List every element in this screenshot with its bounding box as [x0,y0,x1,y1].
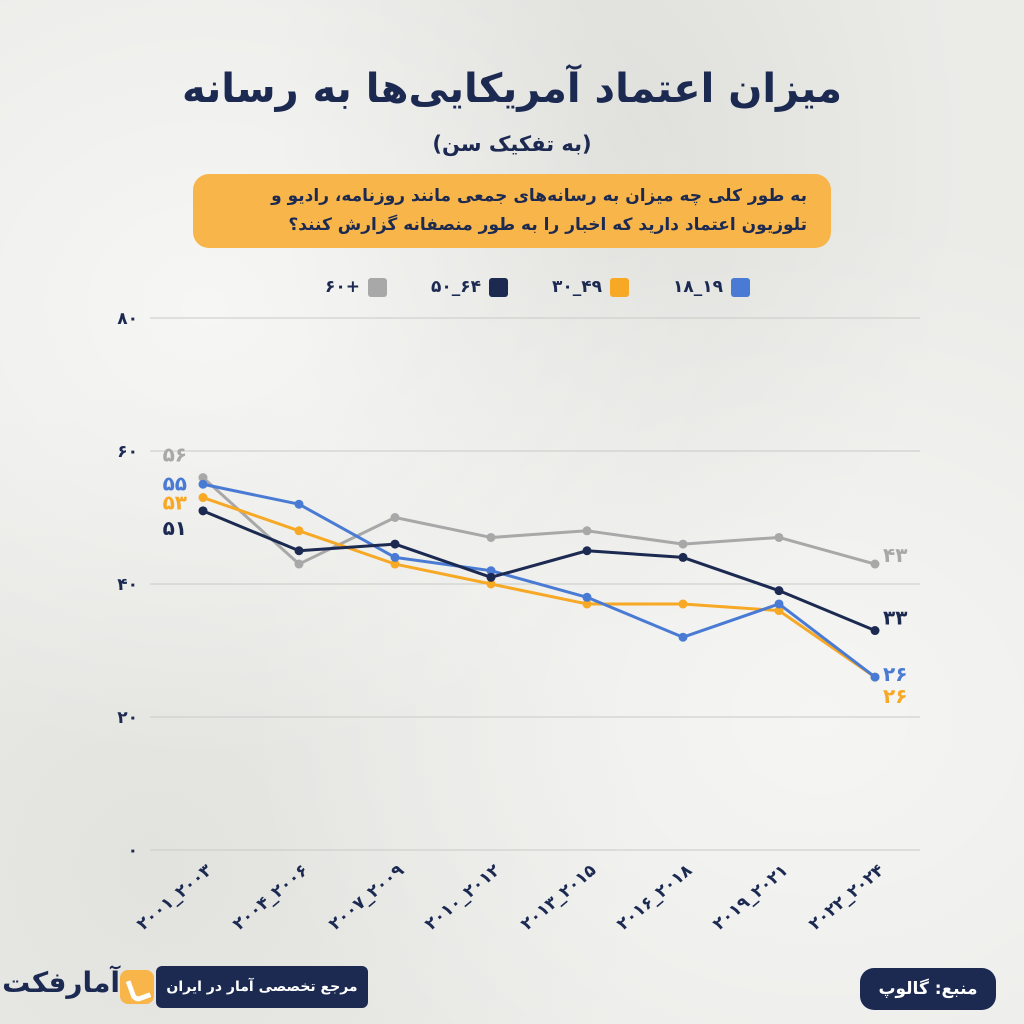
y-tick-label: ۸۰ [117,309,138,329]
legend-item-18-19: ۱۸_۱۹ [673,277,750,297]
y-tick-label: ۶۰ [117,442,138,462]
legend-swatch-60-plus [367,277,387,297]
x-tick-label: ۲۰۱۳_۲۰۱۵ [517,861,600,935]
legend-item-60-plus: ۶۰+ [325,277,387,297]
y-tick-label: ۲۰ [117,708,138,728]
x-tick-label: ۲۰۰۱_۲۰۰۳ [133,860,216,935]
legend-swatch-30-49 [609,277,629,297]
series-line [201,476,877,566]
data-point [390,552,400,562]
data-label: ۲۶ [883,684,907,708]
data-point [198,506,208,516]
x-tick-label: ۲۰۱۶_۲۰۱۸ [613,860,696,935]
data-point [582,599,592,609]
data-point [390,513,400,522]
amarfact-logo-icon [120,970,154,1004]
survey-question: به طور کلی چه میزان به رسانه‌های جمعی ما… [193,174,831,248]
legend-item-30-49: ۳۰_۴۹ [552,277,629,297]
chart-legend: ۱۸_۱۹ ۳۰_۴۹ ۵۰_۶۴ ۶۰+ [280,274,750,300]
data-point [678,599,688,609]
data-point [294,559,304,569]
x-tick-label: ۲۰۰۴_۲۰۰۶ [229,861,312,935]
page-subtitle: (به تفکیک سن) [432,132,592,156]
data-point [486,579,496,589]
data-point [294,546,304,556]
x-tick-label: ۲۰۱۰_۲۰۱۲ [421,860,504,935]
data-label: ۲۶ [883,662,907,686]
x-tick-label: ۲۰۱۹_۲۰۲۱ [709,861,792,935]
legend-swatch-50-64 [488,277,508,297]
data-label: ۵۶ [163,443,187,467]
x-tick-label: ۲۰۲۲_۲۰۲۴ [805,861,888,935]
legend-swatch-18-19 [731,277,750,297]
data-point [486,566,496,576]
data-point [582,592,592,602]
data-point [582,526,592,536]
data-point [486,572,496,582]
data-point [870,626,880,636]
data-point [678,632,688,642]
data-point [774,606,784,616]
source-badge: منبع: گالوپ [860,968,996,1010]
data-label: ۴۳ [883,543,907,567]
data-point [774,586,784,596]
data-point [870,672,880,682]
data-point [390,559,400,569]
data-point [678,552,688,562]
legend-label-18-19: ۱۸_۱۹ [672,277,723,297]
data-label: ۵۵ [163,471,187,495]
data-point [870,559,880,569]
data-point [774,532,784,542]
logo-text: آمارفکت [2,966,120,999]
data-label: ۵۱ [163,516,187,540]
data-point [390,539,400,549]
page-title: میزان اعتماد آمریکایی‌ها به رسانه [181,66,843,112]
data-point [198,479,208,489]
legend-label-30-49: ۳۰_۴۹ [551,277,602,297]
series-line [201,482,877,679]
data-point [678,539,688,549]
series-line [201,496,877,679]
y-tick-label: ۴۰ [117,575,138,595]
series-line [201,509,877,633]
data-point [294,526,304,536]
legend-label-60-plus: ۶۰+ [324,277,360,297]
data-point [774,599,784,609]
data-point [198,493,208,503]
brand-logo: آمارفکت [2,964,158,1010]
data-point [198,473,208,483]
data-label: ۵۳ [163,491,187,515]
data-point [486,532,496,542]
data-point [294,499,304,509]
y-tick-label: ۰ [128,841,138,861]
legend-label-50-64: ۵۰_۶۴ [430,277,481,297]
data-label: ۳۳ [883,606,907,630]
legend-item-50-64: ۵۰_۶۴ [431,277,508,297]
reference-badge: مرجع تخصصی آمار در ایران [156,966,368,1008]
data-point [582,546,592,556]
x-tick-label: ۲۰۰۷_۲۰۰۹ [325,860,408,935]
